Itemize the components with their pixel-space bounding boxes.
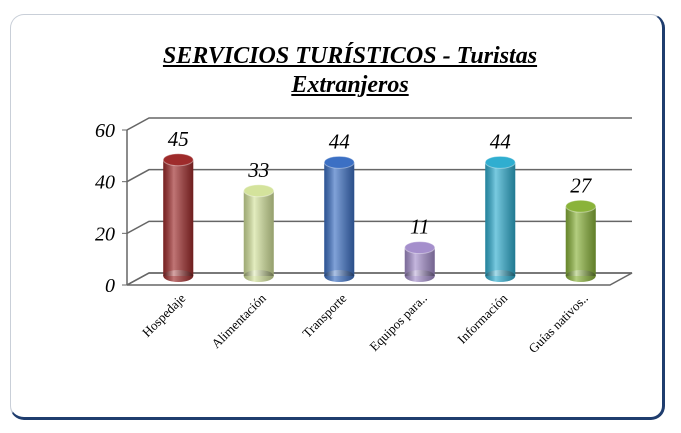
bar-base-shade (404, 270, 435, 282)
grid-line (126, 168, 632, 183)
floor (126, 272, 633, 286)
y-tick-label: 60 (95, 120, 115, 142)
bar-top (565, 199, 597, 213)
bar-top (484, 155, 516, 169)
value-label: 11 (410, 215, 429, 239)
grid-line (126, 220, 632, 234)
y-tick-label: 0 (105, 275, 115, 297)
bar-top (323, 155, 355, 169)
chart-title: SERVICIOS TURÍSTICOS - Turistas Extranje… (162, 43, 538, 98)
value-label: 44 (329, 129, 351, 153)
x-tick-label: Alimentación (208, 290, 269, 351)
value-label: 33 (247, 158, 269, 182)
value-label: 27 (570, 173, 593, 197)
x-tick-label: Hospedaje (139, 290, 189, 340)
grid-line (126, 272, 632, 286)
value-label: 44 (490, 129, 512, 153)
bar-base-shade (485, 270, 516, 282)
bar-top (404, 241, 436, 255)
value-label: 45 (168, 127, 189, 151)
chart-frame (10, 14, 665, 420)
bar-shade (243, 190, 274, 276)
x-tick-label: Equipos para.. (366, 291, 429, 354)
bar-top (162, 153, 194, 167)
bar-top (243, 184, 275, 198)
y-tick-label: 40 (95, 172, 115, 194)
y-tick-label: 20 (95, 223, 115, 245)
x-tick-label: Transporte (299, 290, 349, 340)
bar-base-shade (324, 270, 355, 282)
grid-line (126, 117, 632, 131)
bar-shade (485, 162, 516, 276)
bar-base-shade (243, 270, 274, 282)
bar-base-shade (163, 270, 194, 282)
bar-base-shade (565, 270, 596, 282)
bar-shade (565, 206, 596, 276)
x-tick-label: Guías nativos.. (525, 291, 591, 357)
bar-shade (163, 159, 194, 276)
x-tick-label: Información (454, 290, 510, 346)
bar-shade (324, 162, 355, 276)
